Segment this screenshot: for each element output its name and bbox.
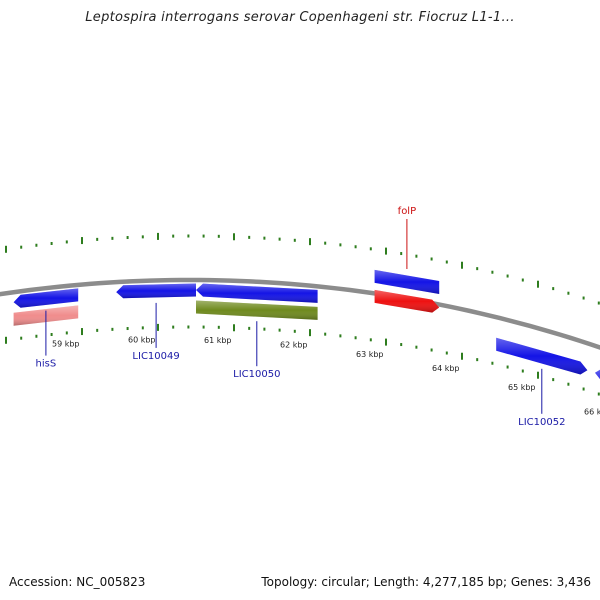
gene-feature-unnamed-6-shading — [374, 289, 440, 313]
kbp-label: 61 kbp — [204, 336, 232, 345]
gene-feature-lic10049-shading — [116, 283, 196, 299]
gene-feature-lic10050-shading — [196, 300, 318, 320]
accession-text: Accession: NC_005823 — [9, 575, 146, 589]
gene-label-folp[interactable]: folP — [398, 206, 416, 217]
topology-text: Topology: circular; Length: 4,277,185 bp… — [261, 575, 591, 589]
kbp-label: 65 kbp — [508, 383, 536, 392]
gene-feature-unnamed-3-shading — [196, 283, 318, 303]
map-title: Leptospira interrogans serovar Copenhage… — [85, 10, 515, 25]
kbp-label: 66 kbp — [584, 407, 600, 416]
gene-feature-lic10052-shading — [496, 337, 588, 375]
gene-features — [13, 269, 600, 380]
gene-feature-lic10053-shading — [595, 369, 600, 380]
gene-labels: hisSLIC10049LIC10050folPLIC10052LIC10053… — [36, 206, 566, 428]
gene-label-hiss[interactable]: hisS — [36, 359, 57, 370]
upper-tick-ring — [5, 232, 600, 305]
lower-tick-ring — [5, 323, 600, 396]
genome-backbone — [0, 277, 600, 350]
gene-label-lic10052[interactable]: LIC10052 — [518, 417, 565, 428]
kbp-label: 64 kbp — [432, 364, 460, 373]
kbp-label: 63 kbp — [356, 350, 384, 359]
kbp-label: 60 kbp — [128, 335, 156, 344]
kbp-label: 62 kbp — [280, 341, 308, 350]
kbp-label: 59 kbp — [52, 340, 80, 349]
kbp-scale-labels: 59 kbp 60 kbp 61 kbp 62 kbp 63 kbp 64 kbp 65 k… — [52, 335, 600, 416]
gene-feature-hiss-shading — [13, 288, 79, 308]
gene-feature-folp-shading — [374, 269, 440, 294]
gene-label-lic10049[interactable]: LIC10049 — [132, 351, 179, 362]
gene-label-lic10050[interactable]: LIC10050 — [233, 369, 280, 380]
